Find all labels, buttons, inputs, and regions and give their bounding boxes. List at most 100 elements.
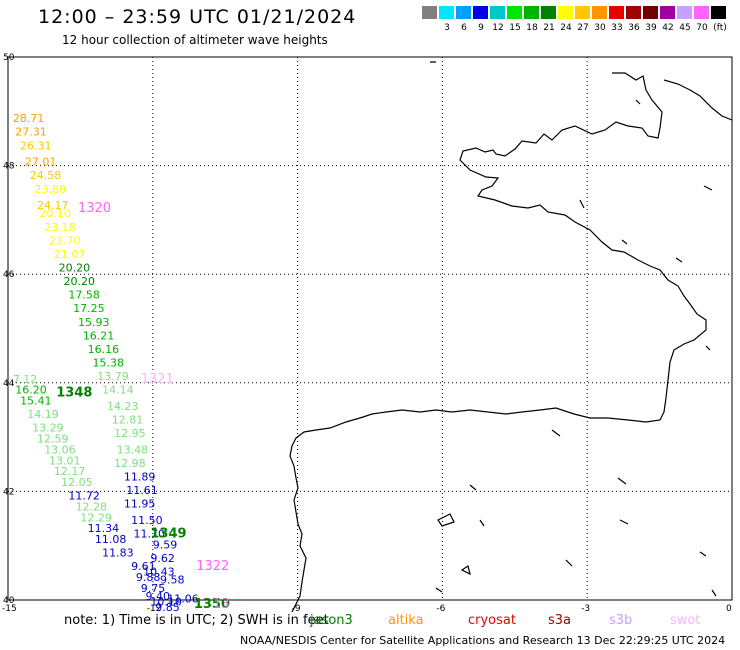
wave-height-label: 27.01 [25,156,57,169]
wave-height-label: 12.59 [37,433,69,446]
longitude-label: -3 [581,604,590,614]
wave-height-label: 11.89 [124,471,156,484]
wave-height-label: 11.08 [95,533,127,546]
longitude-label: -12 [147,604,162,614]
wave-height-label: 12.05 [61,476,93,489]
wave-height-label: 11.34 [88,522,120,535]
wave-height-label: 17.25 [73,302,105,315]
wave-height-label: 10.10 [150,595,182,608]
wave-height-label: 9.62 [150,552,175,565]
map-subtitle: 12 hour collection of altimeter wave hei… [62,33,328,47]
legend-label: 39 [645,23,657,33]
latitude-label: 42 [3,487,14,497]
legend-swatch [507,6,522,19]
wave-height-label: 9.58 [160,574,185,587]
coastline [289,61,733,613]
map-border [7,56,733,601]
map-frame [7,56,733,601]
legend-label: 12 [492,23,504,33]
latitude-label: 50 [3,53,15,63]
longitude-label: -6 [436,604,445,614]
map-title: 12:00 – 23:59 UTC 01/21/2024 [38,6,357,28]
wave-height-label: 9.85 [155,601,180,614]
lat-lon-grid: 50 48 46 44 42 40-15 -12 -9 -6 -3 0 [2,53,732,614]
legend-label: 6 [461,23,467,33]
wave-height-label: 7.12 [13,373,38,386]
wave-height-label: 17.58 [68,289,100,302]
wave-height-label: 9.61 [131,560,156,573]
satellite-s3b-label: s3b [609,613,633,628]
satellite-altika-label: altika [388,613,424,628]
pass-number-label: 1349 [150,527,186,542]
satellite-swot-label: swot [670,613,701,628]
legend-label: 15 [509,23,521,33]
legend-label: 18 [526,23,538,33]
legend-swatch [677,6,692,19]
wave-height-label: 24.58 [30,169,62,182]
legend-label: 27 [577,23,589,33]
legend-swatch [660,6,675,19]
pass-number-label: 1322 [196,559,229,574]
legend-swatch [643,6,658,19]
wave-height-label: 12.29 [80,511,112,524]
wave-height-label: 16.20 [15,384,46,397]
footer-note: note: 1) Time is in UTC; 2) SWH is in fe… [64,613,700,628]
wave-height-label: 12.17 [54,465,86,478]
wave-height-label: 12.28 [76,500,108,513]
latitude-label: 44 [3,379,15,389]
legend-swatch [473,6,488,19]
pass-number-label: 13 [213,597,230,612]
wave-height-label: 11.72 [68,490,100,503]
wave-height-label: 21.07 [54,248,86,261]
wave-height-label: 14.23 [107,400,138,413]
note-text: note: 1) Time is in UTC; 2) SWH is in fe… [64,613,329,628]
legend-swatch [626,6,641,19]
wave-height-label: 11.70 [133,528,165,541]
wave-height-label: 12.95 [114,427,146,440]
pass-number-label: 1348 [56,385,92,400]
legend-swatch [456,6,471,19]
legend-label: 45 [679,23,691,33]
wave-height-label: 9.40 [146,590,171,603]
wave-height-label: 9.88 [136,571,161,584]
wave-height-label: 26.31 [20,139,52,152]
wave-height-label: 9.75 [141,582,166,595]
wave-height-label: 15.41 [20,395,52,408]
legend-swatch [592,6,607,19]
wave-height-label: 10.43 [143,566,175,579]
wave-height-label: 20.20 [64,275,96,288]
wave-height-label: 11.95 [124,498,156,511]
wave-height-label: 11.50 [131,514,163,527]
wave-height-label: 13.79 [97,370,129,383]
wave-height-label: 20.10 [39,207,71,220]
legend-label: 42 [662,23,674,33]
credit-line: NOAA/NESDIS Center for Satellite Applica… [240,634,726,647]
wave-height-label: 14.19 [27,408,59,421]
legend-label: 21 [543,23,555,33]
wave-height-label: 23.80 [35,183,66,196]
latitude-label: 48 [3,162,15,172]
longitude-label: -15 [2,604,17,614]
wave-height-label: 13.29 [32,422,64,435]
legend-swatch [541,6,556,19]
wave-height-label: 9.59 [153,538,178,551]
legend-swatch [524,6,539,19]
pass-number-label: 1321 [141,372,174,387]
legend-swatch [609,6,624,19]
legend-swatch [575,6,590,19]
wave-height-label: 13.06 [44,443,75,456]
legend-label: 33 [611,23,623,33]
wave-height-label: 27.31 [15,126,46,139]
wave-height-label: 16.21 [83,329,115,342]
legend-swatch [711,6,726,19]
wave-height-label: 12.98 [114,457,146,470]
wave-height-label: 14.14 [102,384,133,397]
longitude-label: -9 [292,604,301,614]
pass-number-label: 1350 [194,597,230,612]
wave-height-label: 11.83 [102,547,133,560]
latitude-label: 40 [3,596,15,606]
wave-height-label: 11.61 [126,484,157,497]
